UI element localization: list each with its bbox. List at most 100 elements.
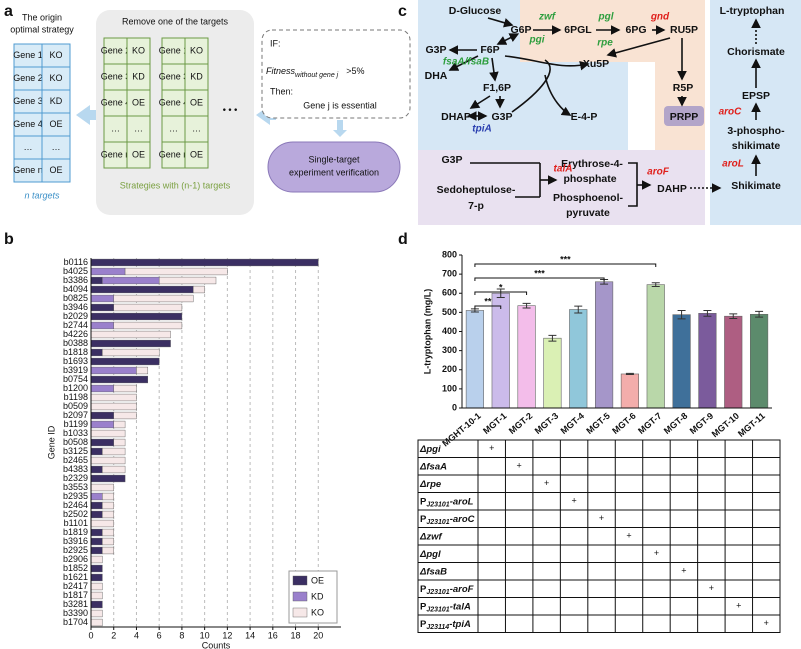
cell-mark: + xyxy=(626,531,631,541)
y-tick-label: b2502 xyxy=(63,509,88,519)
axis xyxy=(90,258,341,628)
enzyme: pgi xyxy=(529,35,545,46)
y-tick-label: b0825 xyxy=(63,293,88,303)
y-tick-label: b3125 xyxy=(63,446,88,456)
significance-bracket xyxy=(474,263,657,267)
x-tick-label: 18 xyxy=(291,630,301,640)
node: L-tryptophan xyxy=(720,5,785,17)
bar-segment xyxy=(90,321,114,330)
x-tick-label: MGT-7 xyxy=(636,411,664,436)
bar-segment xyxy=(102,546,114,555)
bar-segment xyxy=(113,420,126,429)
text: >5% xyxy=(346,66,364,76)
table-frame xyxy=(417,439,781,633)
y-tick-label: b1198 xyxy=(64,392,88,402)
label-part: J23101 xyxy=(426,589,449,596)
cell-mark: + xyxy=(764,618,769,628)
table-text: OE xyxy=(49,119,62,129)
y-tick-label: b2464 xyxy=(63,500,88,510)
table-text: Gene 2 xyxy=(13,73,43,83)
text: Strategies with (n-1) targets xyxy=(120,180,231,190)
table-text: Gene 1 xyxy=(159,45,189,55)
panel-c: D-Glucose G6P 6PGL 6PG RU5P G3P F6P Xu5P… xyxy=(418,0,801,225)
error-bar xyxy=(574,305,583,314)
label-part: Δpgl xyxy=(419,548,441,559)
bar-segment xyxy=(90,258,319,267)
y-tick-label: b4025 xyxy=(63,266,88,276)
x-tick-label: MGHT-10-1 xyxy=(440,411,482,449)
enzyme: tpiA xyxy=(472,124,491,135)
table-text: OE xyxy=(49,165,62,175)
label-part: Δpgi xyxy=(419,443,441,454)
x-tick-label: MGT-5 xyxy=(584,411,612,436)
error-bar xyxy=(755,310,764,318)
significance-bracket xyxy=(474,291,528,295)
bar-segment xyxy=(113,294,194,303)
bar-segment xyxy=(90,510,103,519)
text: Fitnesswithout gene j >5% xyxy=(266,66,364,79)
cell-mark: + xyxy=(709,583,714,593)
table-cell xyxy=(184,141,209,169)
bar-segment xyxy=(102,348,160,357)
node: PRPP xyxy=(670,111,699,123)
enzyme: fsaA/fsaB xyxy=(443,57,489,68)
y-tick-label: b1819 xyxy=(63,527,88,537)
bar-segment xyxy=(90,348,103,357)
y-tick-label: b1852 xyxy=(63,563,88,573)
y-axis-title: L-tryptophan (mg/L) xyxy=(422,289,432,374)
error-bar xyxy=(548,334,557,342)
node: shikimate xyxy=(732,140,781,152)
y-tick-label: 0 xyxy=(452,402,457,412)
text: Then: xyxy=(270,86,293,96)
error-bar xyxy=(729,313,738,319)
x-tick-label: 0 xyxy=(88,630,93,640)
x-tick-label: MGT-6 xyxy=(610,411,638,436)
table-text: KD xyxy=(190,71,203,81)
node: 7-p xyxy=(468,200,484,212)
arrow xyxy=(333,120,347,137)
table-text: Gene 4 xyxy=(159,97,189,107)
y-tick-label: b0509 xyxy=(63,401,88,411)
y-tick-label: b2329 xyxy=(63,473,88,483)
node: Sedoheptulose- xyxy=(437,184,516,196)
y-tick-label: 700 xyxy=(442,269,457,279)
bar-segment xyxy=(136,366,149,375)
cell-mark: + xyxy=(571,496,576,506)
node: 6PG xyxy=(625,24,646,36)
table-text: … xyxy=(169,123,178,133)
bar-segment xyxy=(113,411,137,420)
bar xyxy=(569,309,588,409)
y-tick-label: b0116 xyxy=(64,257,88,267)
bar-segment xyxy=(90,303,114,312)
x-tick-label: 6 xyxy=(157,630,162,640)
label-part: J23101 xyxy=(426,606,449,613)
bar-segment xyxy=(90,393,137,402)
label-part: J23101 xyxy=(426,519,449,526)
bar-segment xyxy=(90,474,126,483)
enzyme: pgl xyxy=(598,12,614,23)
table-text: Gene n xyxy=(13,165,43,175)
y-tick-label: b1101 xyxy=(64,518,88,528)
x-tick-label: 12 xyxy=(222,630,232,640)
label-part: ΔfsaA xyxy=(419,461,447,472)
bar xyxy=(698,313,717,409)
bar-segment xyxy=(102,465,126,474)
row-label: PJ23101-aroC xyxy=(420,513,475,525)
y-tick-label: b3919 xyxy=(63,365,88,375)
x-tick-label: 4 xyxy=(134,630,139,640)
bar-segment xyxy=(90,330,171,339)
row-label: ΔfsaB xyxy=(419,566,447,577)
bar-segment xyxy=(113,438,126,447)
row-label: Δzwf xyxy=(419,531,443,542)
bar-segment xyxy=(90,429,126,438)
y-tick-label: b1817 xyxy=(63,590,88,600)
node: Shikimate xyxy=(731,180,781,192)
y-tick-label: b2417 xyxy=(63,581,88,591)
table-text: … xyxy=(52,142,61,152)
table-text: Gene 4 xyxy=(13,119,43,129)
label-part: J23101 xyxy=(426,501,449,508)
y-tick-label: b3553 xyxy=(63,482,88,492)
bar-segment xyxy=(113,384,137,393)
bar-segment xyxy=(90,483,114,492)
